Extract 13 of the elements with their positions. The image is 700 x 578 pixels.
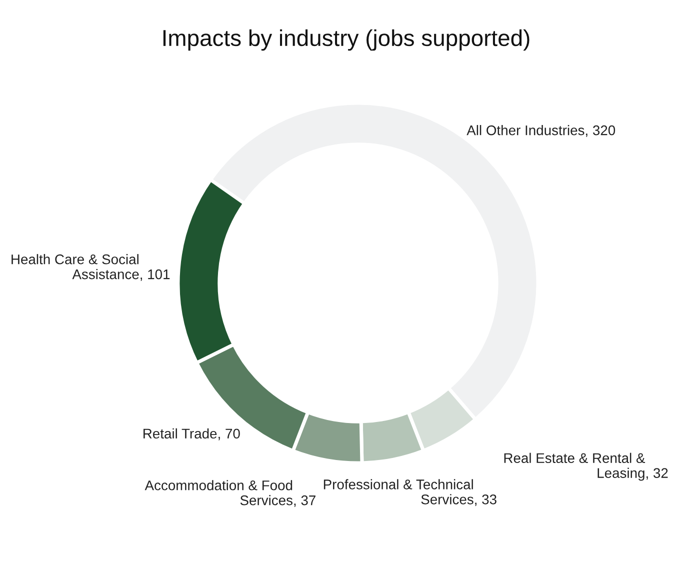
slice-label: Health Care & Social Assistance xyxy=(12,254,139,280)
slice-label: All Other Industries xyxy=(466,125,584,136)
slice-label: Accommodation & Food Services xyxy=(144,480,292,506)
data-label: , 101 xyxy=(140,269,170,281)
data-label: , 70 xyxy=(218,428,240,440)
chart-title: Impacts by industry (jobs supported) xyxy=(163,29,530,51)
slice-label: Real Estate & Rental & Leasing xyxy=(504,452,646,481)
data-label: , 320 xyxy=(586,125,616,137)
data-label: , 33 xyxy=(475,494,496,506)
slice-label: Retail Trade xyxy=(144,428,217,439)
data-label: , 37 xyxy=(294,495,316,507)
data-label: , 32 xyxy=(646,468,668,480)
slice-label: Professional & Technical Services xyxy=(324,479,474,504)
